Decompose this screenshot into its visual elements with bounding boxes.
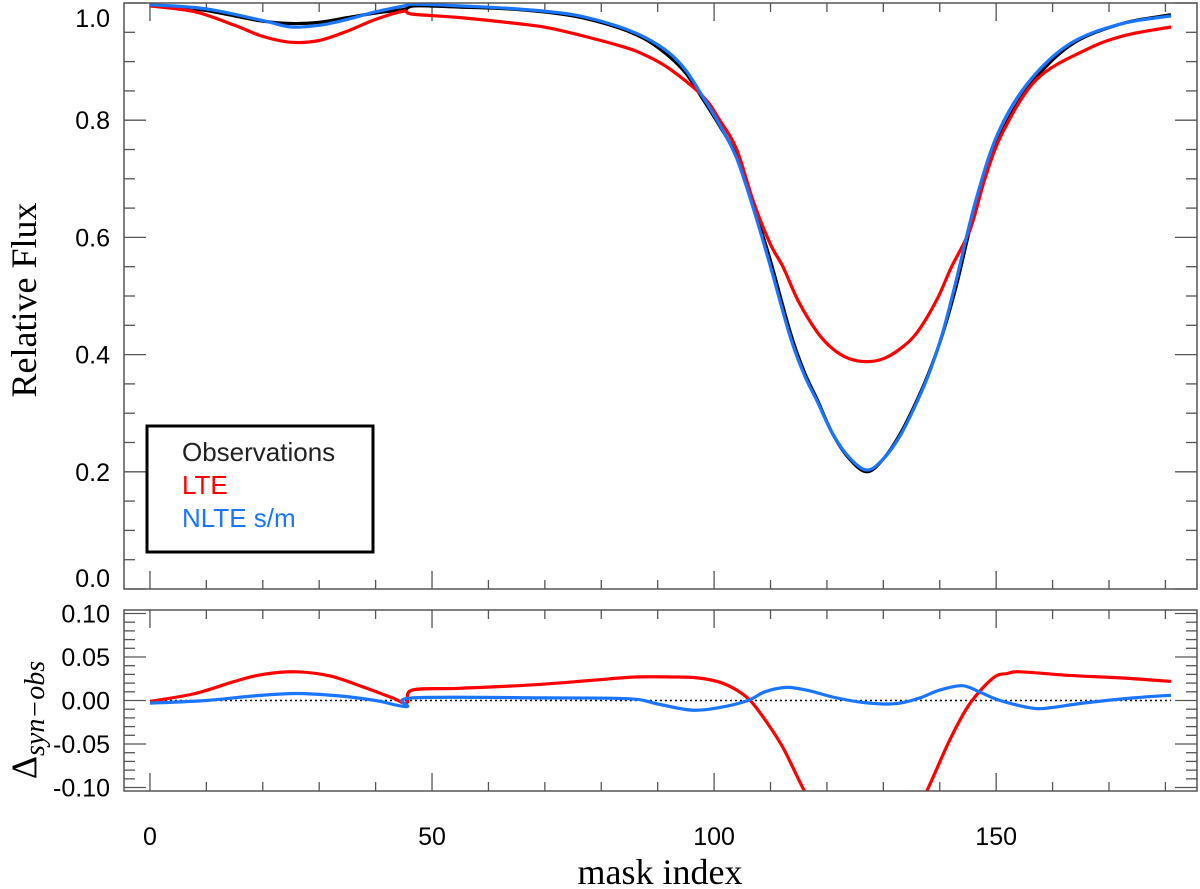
series-line-nlte-s-m [149, 684, 1172, 712]
legend: Observations LTE NLTE s/m [145, 424, 375, 554]
residual-panel-tick-labels: -0.10 -0.05 0.00 0.05 0.10 0 50 100 150 [53, 600, 1017, 851]
legend-box [145, 424, 375, 554]
legend-entry-nlte: NLTE s/m [182, 503, 296, 533]
flux-panel-frame [123, 2, 1198, 590]
series-line-lte [149, 4, 1172, 364]
y-tick-label: 0.00 [61, 688, 110, 716]
flux-panel-series [149, 3, 1172, 474]
y-tick-label: 0.2 [75, 459, 110, 487]
flux-panel: 0.0 0.2 0.4 0.6 0.8 1.0 Relative Flux Observa… [4, 2, 1198, 593]
y-tick-label: -0.10 [53, 775, 110, 803]
residual-axis-delta: Δ [4, 756, 44, 779]
x-tick-label: 50 [418, 823, 446, 851]
x-tick-label: 100 [693, 823, 735, 851]
y-tick-label: 0.10 [61, 600, 110, 628]
x-tick-label: 150 [975, 823, 1017, 851]
residual-panel: -0.10 -0.05 0.00 0.05 0.10 0 50 100 150 Δsyn−obs… [4, 600, 1198, 889]
y-tick-label: 1.0 [75, 5, 110, 33]
y-tick-label: 0.0 [75, 565, 110, 593]
y-tick-label: 0.05 [61, 644, 110, 672]
legend-entry-lte: LTE [182, 470, 228, 500]
residual-panel-frame [123, 609, 1198, 792]
legend-entry-observations: Observations [182, 437, 335, 467]
residual-axis-title: Δsyn−obs [4, 661, 51, 779]
y-tick-label: 0.6 [75, 224, 110, 252]
x-axis-title: mask index [578, 852, 743, 889]
residual-axis-subscript: syn−obs [20, 661, 51, 756]
residual-panel-ticks [124, 610, 1197, 791]
residual-panel-series [149, 670, 1172, 791]
y-tick-label: 0.4 [75, 342, 110, 370]
flux-axis-title: Relative Flux [4, 203, 44, 398]
series-line-observations [149, 4, 1172, 474]
series-line-lte [149, 670, 1172, 791]
flux-panel-tick-labels: 0.0 0.2 0.4 0.6 0.8 1.0 [75, 5, 110, 593]
y-tick-label: 0.8 [75, 107, 110, 135]
x-tick-label: 0 [143, 823, 157, 851]
series-line-nlte-s-m [149, 3, 1172, 472]
y-tick-label: -0.05 [53, 731, 110, 759]
